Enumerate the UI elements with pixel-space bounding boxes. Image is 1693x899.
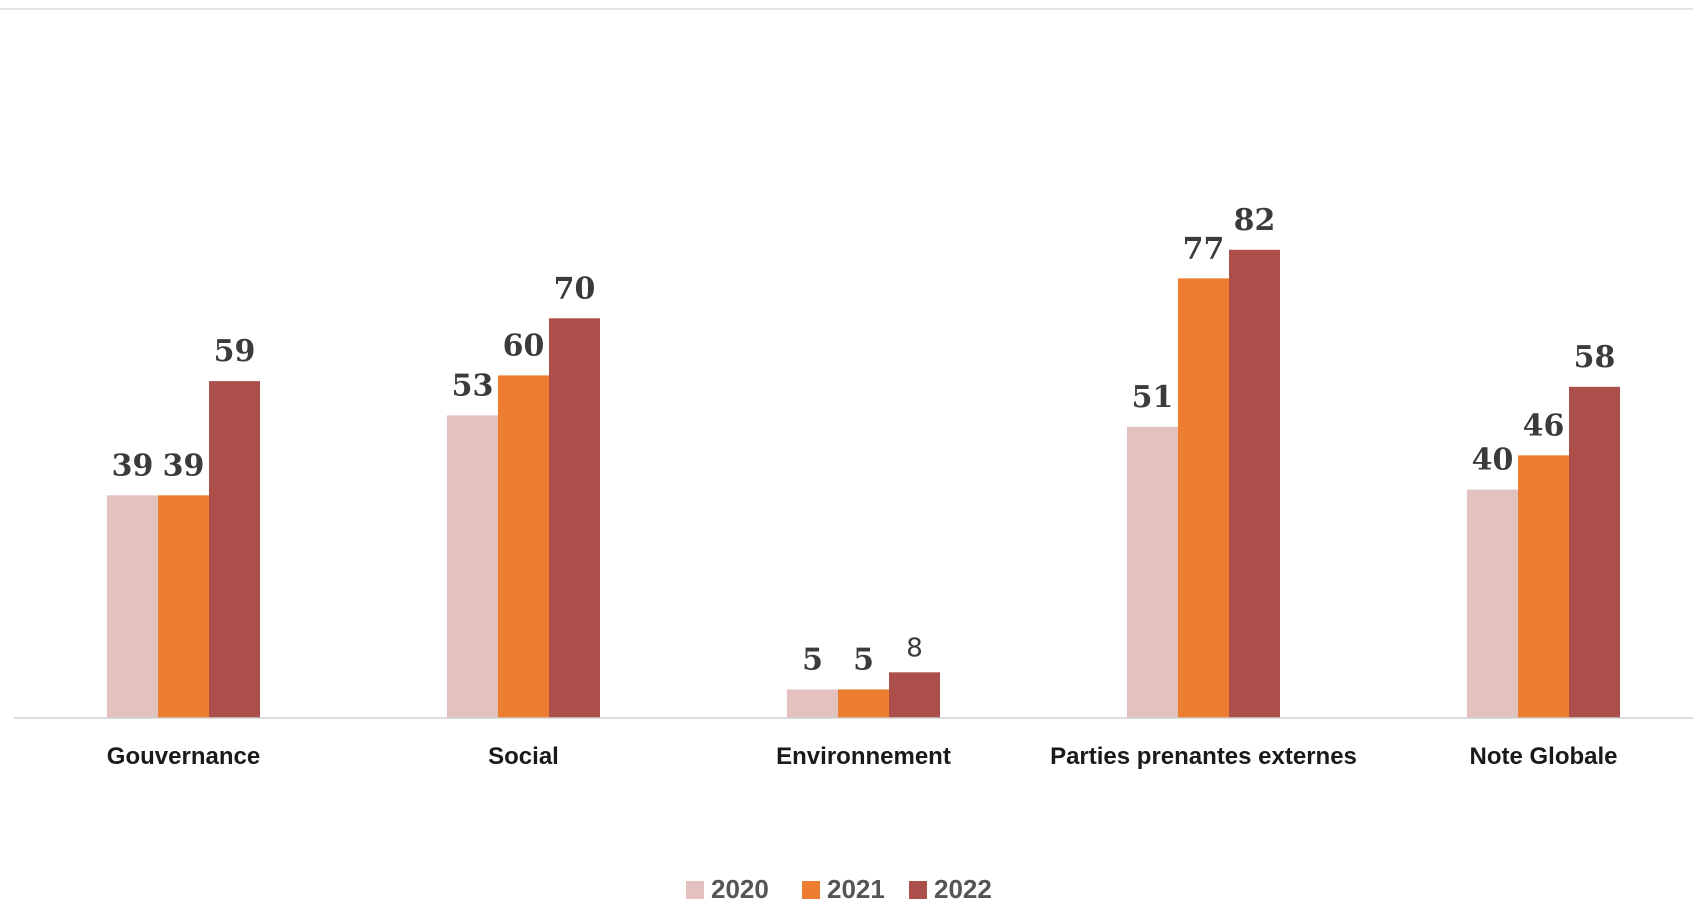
data-label-2020-4: 40: [1472, 443, 1514, 478]
data-label-2022-0: 59: [214, 334, 256, 369]
data-label-2020-3: 51: [1132, 380, 1174, 415]
data-label-2021-0: 39: [163, 448, 205, 483]
legend-swatch-2021: [802, 881, 820, 899]
category-label-1: Social: [488, 743, 559, 770]
bar-2020-0: [107, 495, 158, 718]
data-label-2020-2: 5: [802, 642, 823, 677]
data-label-2022-1: 70: [554, 271, 596, 306]
bar-2022-2: [889, 672, 940, 718]
bar-2022-3: [1229, 249, 1280, 718]
data-label-2022-2: 8: [906, 633, 923, 663]
legend-label-2020: 2020: [711, 874, 769, 899]
bar-2021-3: [1178, 278, 1229, 718]
data-label-2020-0: 39: [112, 448, 154, 483]
bar-2021-1: [498, 375, 549, 718]
category-label-0: Gouvernance: [107, 743, 260, 770]
bar-2022-1: [549, 318, 600, 718]
data-label-2021-1: 60: [503, 328, 545, 363]
bar-2020-3: [1127, 426, 1178, 718]
data-label-2020-1: 53: [452, 368, 494, 403]
data-label-2021-4: 46: [1523, 408, 1565, 443]
bar-2021-2: [838, 689, 889, 718]
category-label-2: Environnement: [776, 743, 951, 770]
legend-label-2022: 2022: [934, 874, 992, 899]
bar-2021-4: [1518, 455, 1569, 718]
data-label-2021-2: 5: [853, 642, 874, 677]
category-label-3: Parties prenantes externes: [1050, 743, 1357, 770]
legend: 2020 2021 2022: [686, 874, 992, 899]
category-labels-layer: Gouvernance Social Environnement Parties pr…: [107, 743, 1618, 770]
category-label-4: Note Globale: [1469, 743, 1617, 770]
bar-2020-1: [447, 415, 498, 718]
bar-2021-0: [158, 495, 209, 718]
bars-layer: [107, 249, 1620, 718]
bar-2022-0: [209, 381, 260, 718]
legend-swatch-2022: [909, 881, 927, 899]
data-label-2022-4: 58: [1574, 340, 1616, 375]
legend-label-2021: 2021: [827, 874, 885, 899]
bar-2020-4: [1467, 489, 1518, 718]
bar-2022-4: [1569, 386, 1620, 718]
bar-2020-2: [787, 689, 838, 718]
data-label-2021-3: 77: [1183, 231, 1225, 266]
legend-swatch-2020: [686, 881, 704, 899]
data-label-2022-3: 82: [1234, 203, 1276, 238]
